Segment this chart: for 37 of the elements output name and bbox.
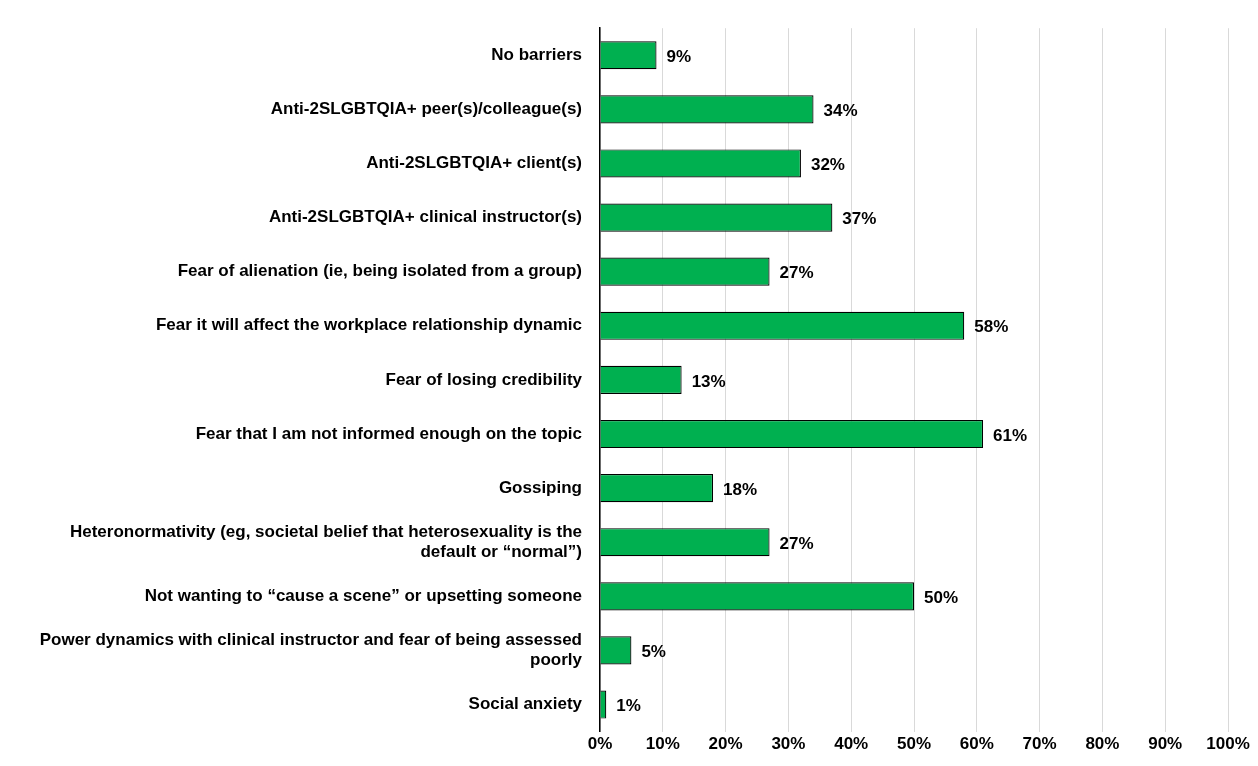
y-tick-label: Gossiping (498, 477, 582, 497)
y-tick-label: Fear that I am not informed enough on the topic (195, 423, 582, 443)
data-label: 13% (691, 371, 726, 391)
y-tick-label: Fear of losing credibility (385, 369, 583, 389)
x-tick-label: 10% (645, 734, 680, 754)
data-label: 32% (810, 155, 845, 175)
x-tick-label: 0% (587, 734, 613, 754)
y-tick-label: Fear of alienation (ie, being isolated from a group) (177, 261, 582, 281)
x-tick-label: 60% (959, 734, 994, 754)
y-tick-label: Heteronormativity (eg, societal belief that heterosexuality is the default or “normal”) (69, 521, 582, 562)
x-tick-label: 80% (1085, 734, 1120, 754)
x-tick-label: 20% (708, 734, 743, 754)
x-tick-label: 70% (1022, 734, 1057, 754)
data-label: 5% (641, 642, 666, 662)
x-tick-label: 30% (771, 734, 806, 754)
y-tick-label: Anti-2SLGBTQIA+ client(s) (366, 153, 582, 173)
data-label: 37% (842, 209, 877, 229)
y-tick-label: Not wanting to “cause a scene” or upsetting someone (144, 586, 582, 606)
y-tick-label: Social anxiety (468, 694, 583, 714)
y-tick-label: Power dynamics with clinical instructor and fear of being assessed poorly (39, 629, 583, 670)
data-label: 61% (993, 425, 1028, 445)
x-tick-label: 100% (1206, 734, 1250, 754)
data-label: 27% (779, 533, 814, 553)
data-label: 9% (666, 46, 692, 66)
y-tick-label: Anti-2SLGBTQIA+ clinical instructor(s) (268, 207, 582, 227)
data-label: 1% (616, 696, 641, 716)
data-label: 34% (823, 101, 858, 121)
y-tick-label: No barriers (491, 44, 582, 64)
y-tick-label: Anti-2SLGBTQIA+ peer(s)/colleague(s) (270, 99, 582, 119)
data-label: 58% (974, 317, 1009, 337)
data-label: 18% (723, 479, 758, 499)
x-tick-label: 50% (896, 734, 932, 754)
x-tick-label: 40% (834, 734, 869, 754)
data-label: 50% (924, 588, 959, 608)
y-tick-label: Fear it will affect the workplace relationship dynamic (155, 315, 582, 335)
data-label: 27% (779, 263, 814, 283)
x-tick-label: 90% (1148, 734, 1183, 754)
